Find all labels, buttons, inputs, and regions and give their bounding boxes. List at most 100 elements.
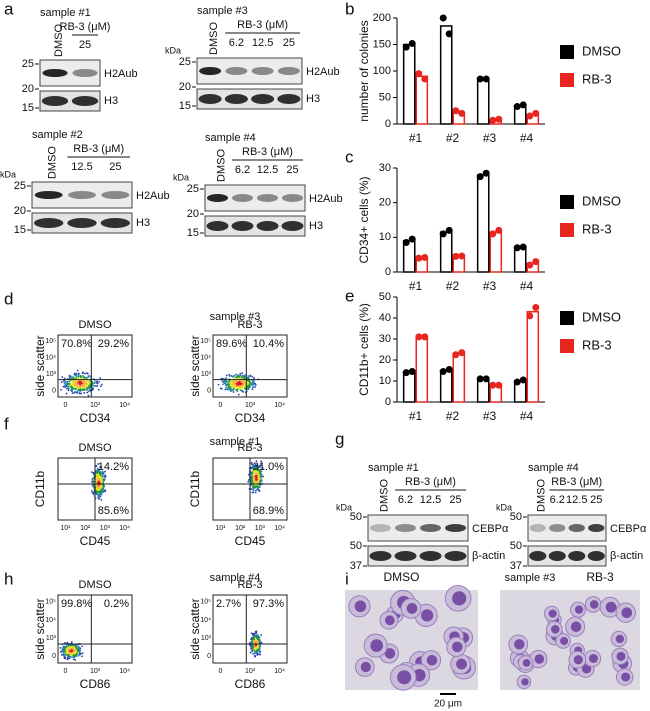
band — [225, 67, 248, 75]
y-tick-label: 100 — [373, 65, 391, 77]
event-dot — [253, 640, 256, 643]
y-tick-label: 10³ — [201, 635, 212, 642]
event-dot — [256, 651, 259, 654]
y-tick-label: 10⁴ — [200, 355, 211, 362]
event-dot — [74, 377, 77, 380]
x-tick-label: 10² — [235, 525, 246, 532]
event-dot — [70, 641, 73, 643]
band — [369, 551, 392, 561]
bar — [402, 371, 416, 403]
nucleus — [514, 639, 525, 650]
x-axis-label: CD86 — [80, 677, 111, 691]
x-tick-label: 10⁴ — [119, 668, 130, 675]
plot-title: RB-3 — [237, 579, 262, 591]
treatment-label: RB-3 (μM) — [237, 19, 288, 31]
event-dot — [60, 381, 63, 383]
event-dot — [64, 656, 67, 659]
event-dot — [234, 385, 237, 388]
quadrant-pct: 14.2% — [98, 461, 129, 473]
dose-label: 25 — [283, 37, 295, 49]
band — [568, 551, 586, 561]
event-dot — [77, 372, 80, 375]
event-dot — [96, 482, 99, 484]
y-tick-label: 0 — [385, 118, 391, 130]
event-dot — [235, 373, 237, 376]
event-dot — [73, 644, 76, 647]
kda-label: kDa — [336, 502, 352, 512]
y-axis-label: side scatter — [33, 335, 47, 396]
replicate-dot — [402, 43, 410, 51]
event-dot — [255, 467, 258, 470]
flow-title: sample #1 — [210, 436, 261, 448]
quadrant-pct: 97.3% — [253, 598, 284, 610]
event-dot — [256, 641, 258, 644]
marker-label: 50 — [350, 511, 362, 523]
event-dot — [253, 648, 256, 650]
event-dot — [76, 369, 79, 372]
band — [251, 67, 274, 75]
event-dot — [59, 646, 62, 649]
event-dot — [77, 384, 80, 387]
band — [529, 551, 547, 561]
nucleus — [522, 658, 531, 667]
y-tick-label: 10³ — [201, 371, 212, 378]
event-dot — [63, 380, 65, 382]
plot-title: RB-3 — [237, 319, 262, 331]
nucleus — [621, 607, 633, 619]
panel-label: g — [335, 429, 344, 448]
event-dot — [101, 491, 104, 494]
event-dot — [74, 653, 77, 656]
event-dot — [91, 381, 94, 384]
band — [370, 524, 391, 532]
event-dot — [85, 372, 88, 374]
marker-label: 15 — [22, 102, 34, 114]
y-tick-label: 10⁴ — [45, 617, 56, 624]
event-dot — [100, 492, 102, 495]
blot-box — [196, 88, 303, 110]
replicate-dot — [519, 376, 527, 384]
marker-label: 15 — [187, 227, 199, 239]
event-dot — [66, 648, 69, 650]
x-tick-label: #4 — [520, 409, 534, 423]
event-dot — [250, 632, 253, 635]
event-dot — [73, 648, 76, 651]
event-dot — [256, 648, 259, 651]
legend-label: DMSO — [582, 43, 621, 58]
event-dot — [79, 375, 82, 377]
x-tick-label: 10¹ — [215, 525, 226, 532]
event-dot — [66, 656, 69, 659]
event-dot — [258, 647, 261, 650]
event-dot — [64, 654, 67, 657]
x-axis-label: CD34 — [235, 411, 266, 425]
band-label: H3 — [309, 220, 323, 232]
micrograph-label: DMSO — [384, 570, 420, 584]
micrograph-title: sample #3 — [505, 572, 556, 584]
replicate-dot — [452, 252, 460, 260]
marker-label: 25 — [14, 180, 26, 192]
event-dot — [261, 467, 264, 469]
event-dot — [251, 375, 254, 378]
y-tick-label: 30 — [379, 162, 391, 174]
event-dot — [87, 376, 90, 378]
replicate-dot — [452, 107, 460, 115]
replicate-dot — [513, 244, 521, 252]
event-dot — [71, 379, 74, 382]
quadrant-pct: 89.6% — [216, 338, 247, 350]
nucleus — [621, 672, 631, 682]
band — [445, 524, 466, 532]
event-dot — [93, 481, 95, 483]
event-dot — [254, 384, 257, 386]
event-dot — [69, 648, 72, 651]
event-dot — [98, 479, 101, 482]
event-dot — [97, 495, 100, 497]
replicate-dot — [415, 254, 423, 262]
event-dot — [258, 653, 260, 656]
event-dot — [82, 375, 84, 377]
event-dot — [254, 469, 257, 472]
event-dot — [235, 388, 237, 391]
bar — [526, 310, 540, 403]
band — [207, 194, 228, 202]
y-tick-label: 0 — [52, 388, 56, 395]
replicate-dot — [476, 75, 484, 83]
nucleus — [534, 654, 545, 664]
